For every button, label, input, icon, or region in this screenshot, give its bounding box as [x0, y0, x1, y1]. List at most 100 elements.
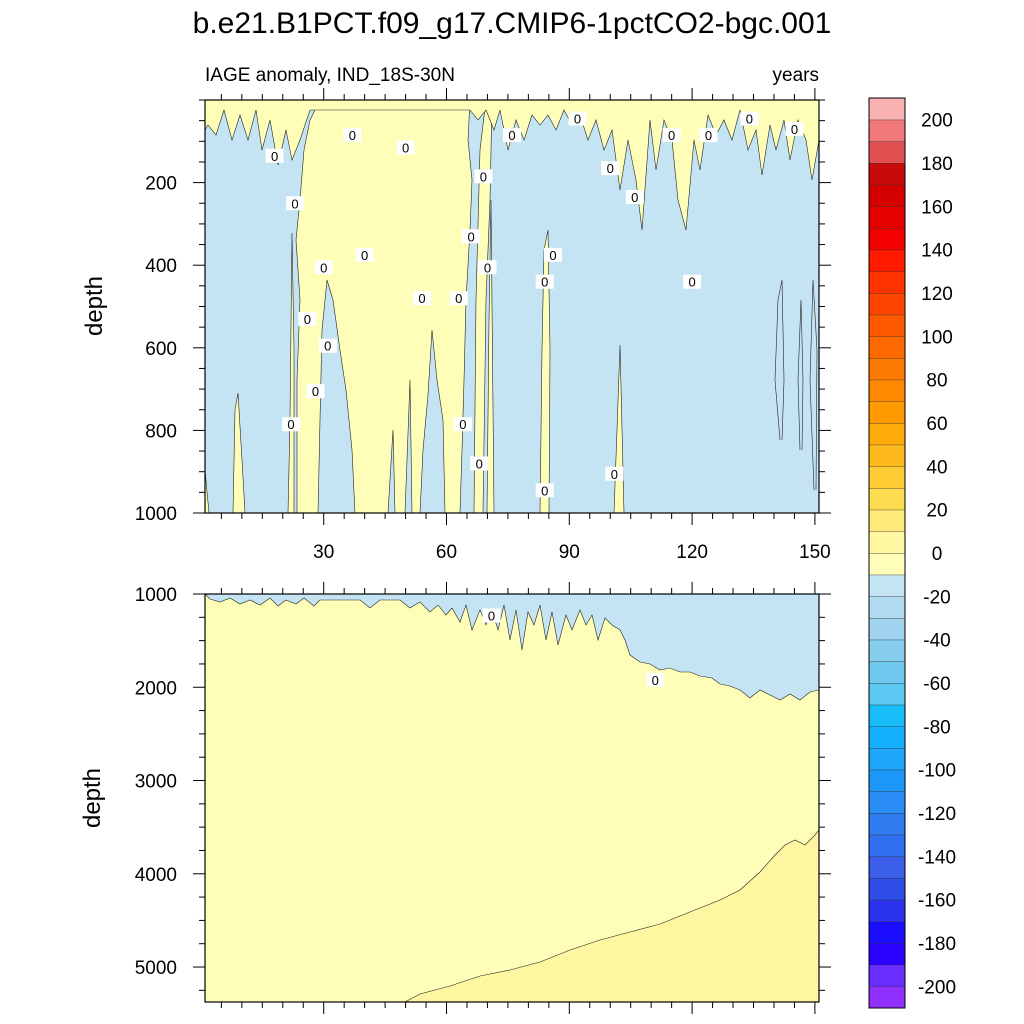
colorbar-tick-label: 100 — [921, 327, 953, 348]
colorbar-swatch — [868, 986, 906, 1009]
svg-text:0: 0 — [508, 128, 515, 143]
colorbar-swatch — [868, 552, 906, 576]
x-tick-label: 120 — [676, 542, 708, 563]
colorbar-swatch — [868, 336, 906, 359]
contour-label: 0 — [343, 128, 362, 143]
colorbar-tick-label: -120 — [918, 804, 956, 825]
contour-label: 0 — [535, 274, 554, 290]
colorbar-swatch — [868, 401, 906, 424]
colorbar-swatch — [868, 964, 906, 987]
contour-label: 0 — [503, 128, 521, 143]
svg-text:0: 0 — [631, 190, 638, 205]
svg-text:0: 0 — [705, 128, 712, 143]
svg-text:0: 0 — [488, 608, 495, 623]
contour-label: 0 — [355, 247, 374, 263]
contour-label: 0 — [482, 608, 501, 623]
upper-y-axis: 200 400 600 800 1000 — [135, 99, 831, 525]
figure-title: b.e21.B1PCT.f09_g17.CMIP6-1pctCO2-bgc.00… — [193, 7, 832, 40]
colorbar-swatch — [868, 596, 906, 619]
svg-text:0: 0 — [304, 312, 311, 327]
positive-filament-7 — [205, 469, 210, 513]
svg-text:0: 0 — [611, 467, 618, 482]
positive-band-central — [295, 100, 473, 513]
positive-region-deep-wedge — [404, 829, 819, 1002]
lower-regions — [205, 594, 819, 1002]
svg-text:0: 0 — [287, 417, 294, 432]
colorbar-swatch — [868, 141, 906, 164]
contour-label: 0 — [314, 260, 333, 275]
negative-contour-right-3 — [797, 299, 804, 451]
contour-label: 0 — [281, 417, 300, 432]
contour-label: 0 — [453, 417, 472, 432]
contour-label: 0 — [535, 483, 554, 498]
svg-text:0: 0 — [688, 275, 695, 290]
contour-label: 0 — [470, 456, 489, 471]
colorbar-tick-label: 120 — [921, 284, 953, 305]
contour-label: 0 — [605, 466, 624, 482]
contour-label: 0 — [286, 196, 305, 211]
svg-text:0: 0 — [607, 161, 614, 176]
contour-label: 0 — [699, 128, 718, 143]
colorbar-swatch — [868, 509, 906, 532]
x-tick-label: 90 — [559, 542, 580, 563]
negative-contour-right-1 — [774, 279, 785, 441]
colorbar-swatch — [868, 531, 906, 554]
colorbar-swatch — [868, 769, 906, 792]
negative-region-upper-right — [205, 594, 819, 701]
colorbar-swatch — [868, 422, 906, 446]
y-tick-label: 600 — [145, 339, 177, 360]
contour-label: 0 — [396, 140, 415, 155]
colorbar-tick-label: 0 — [932, 544, 943, 565]
colorbar-swatch — [868, 466, 906, 489]
svg-text:0: 0 — [312, 384, 319, 399]
svg-text:0: 0 — [455, 291, 462, 306]
colorbar-tick-label: -160 — [918, 891, 956, 912]
colorbar-tick-label: -180 — [918, 934, 956, 955]
colorbar-swatch — [868, 812, 906, 836]
svg-text:0: 0 — [324, 339, 331, 354]
positive-filament-1 — [473, 100, 493, 513]
y-tick-label: 5000 — [135, 958, 177, 979]
svg-text:0: 0 — [402, 140, 409, 155]
colorbar-swatch — [868, 357, 906, 381]
colorbar-swatch — [868, 97, 906, 121]
colorbar-tick-label: -140 — [918, 847, 956, 868]
subtitle-units: years — [773, 65, 819, 86]
svg-text:0: 0 — [349, 128, 356, 143]
y-tick-label: 3000 — [135, 772, 177, 793]
contour-label: 0 — [785, 121, 804, 137]
colorbar-swatch — [868, 574, 906, 597]
colorbar-swatch — [868, 379, 906, 402]
contour-label: 0 — [478, 260, 497, 275]
y-tick-label: 200 — [145, 174, 177, 195]
colorbar-swatch — [868, 314, 906, 337]
contour-label: 0 — [298, 311, 317, 327]
colorbar-tick-label: 140 — [921, 241, 953, 262]
y-tick-label: 800 — [145, 421, 177, 442]
colorbar-tick-label: -80 — [923, 717, 950, 738]
colorbar-swatch — [868, 877, 906, 901]
svg-text:0: 0 — [291, 196, 298, 211]
contour-label: 0 — [265, 148, 284, 164]
y-tick-label: 2000 — [135, 678, 177, 699]
colorbar-tick-label: 60 — [926, 414, 947, 435]
lower-y-axis: 1000 2000 3000 4000 5000 — [135, 585, 831, 991]
colorbar-swatch — [868, 899, 906, 922]
contour-label: 0 — [601, 161, 620, 176]
contour-label: 0 — [646, 672, 665, 688]
colorbar-tick-label: 180 — [921, 154, 953, 175]
colorbar-tick-label: -20 — [923, 587, 950, 608]
svg-text:0: 0 — [652, 673, 659, 688]
colorbar-swatch — [868, 227, 906, 251]
colorbar-swatch — [868, 292, 906, 316]
svg-text:0: 0 — [549, 248, 556, 263]
colorbar-swatch — [868, 942, 906, 966]
colorbar-tick-label: 200 — [921, 111, 953, 132]
svg-text:0: 0 — [418, 291, 425, 306]
svg-text:0: 0 — [271, 149, 278, 164]
svg-text:0: 0 — [746, 112, 753, 127]
colorbar-tick-label: 160 — [921, 197, 953, 218]
contour-label: 0 — [449, 291, 468, 306]
